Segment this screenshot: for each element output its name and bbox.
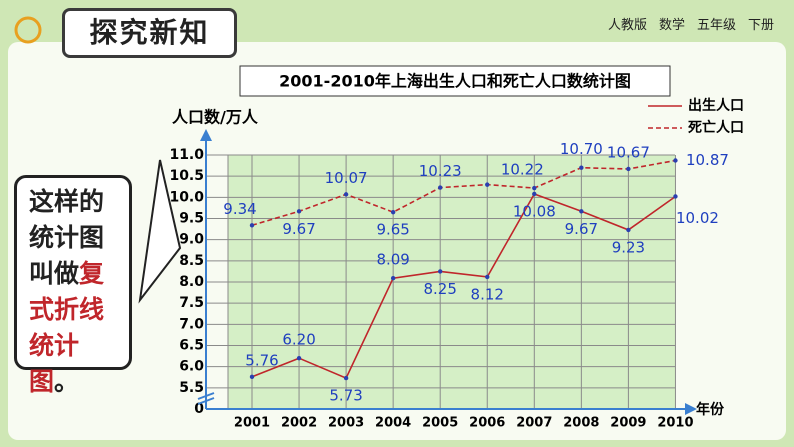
x-tick-label: 2009 (610, 416, 646, 431)
point (438, 185, 443, 190)
y-tick-label: 6.5 (179, 338, 204, 354)
callout-text: 。 (54, 367, 80, 396)
info: 人教版 (607, 18, 647, 33)
x-tick-label: 2002 (281, 416, 317, 431)
point (249, 223, 255, 228)
y-axis-arrow (200, 129, 212, 141)
y-tick-label: 10.5 (169, 168, 204, 184)
y-tick-label: 11.0 (169, 147, 204, 163)
value-label: 9.34 (223, 200, 256, 218)
axis-break (197, 392, 215, 405)
point (626, 166, 631, 172)
point (532, 191, 537, 197)
value-label: 9.65 (376, 221, 409, 239)
chart-title: 2001-2010年上海出生人口和死亡人口数统计图 (279, 72, 631, 91)
value-label: 5.73 (329, 387, 362, 405)
value-label: 10.07 (325, 169, 368, 187)
point (296, 356, 302, 361)
y-tick-label: 8.5 (179, 253, 204, 269)
value-label: 10.02 (676, 209, 719, 227)
value-label: 9.23 (612, 238, 645, 256)
y-tick-label: 6.0 (179, 359, 204, 375)
x-tick-label: 2005 (422, 416, 458, 431)
x-axis-label: 年份 (696, 401, 725, 418)
y-tick-label: 7.0 (179, 316, 204, 332)
y-tick-label: 7.5 (179, 295, 204, 311)
value-label: 5.76 (245, 351, 278, 369)
x-axis-arrow (685, 403, 697, 415)
textbook-info: 人教版 数学 五年级 下册 (608, 14, 774, 33)
icon (14, 16, 42, 44)
point (390, 209, 396, 215)
callout-emphasis: 复式折线统计图 (29, 259, 105, 396)
point (579, 209, 584, 214)
series-line (251, 159, 676, 227)
value-label: 8.12 (471, 285, 504, 303)
y-axis-label: 人口数/万人 (172, 108, 259, 127)
y-tick-label: 9.5 (179, 211, 204, 227)
info: 数学 (658, 18, 685, 33)
x-tick-label: 2003 (328, 416, 364, 431)
series-line (251, 192, 676, 380)
value-label: 8.25 (423, 280, 456, 298)
value-label: 10.23 (419, 162, 462, 180)
value-label: 10.22 (501, 161, 544, 179)
y-tick-label: 0 (194, 401, 204, 417)
y-tick-label: 5.5 (179, 380, 204, 396)
x-tick-label: 2006 (469, 416, 505, 431)
x-tick-label: 2008 (563, 416, 599, 431)
callout-text: 这样的统计图叫做 (29, 187, 105, 288)
callout: 这样的统计图叫做复式折线统计图。 (14, 175, 132, 396)
x-tick-label: 2007 (516, 416, 552, 431)
point (579, 165, 584, 170)
x-tick-label: 2004 (375, 416, 411, 431)
section-title: 探究新知 (62, 8, 237, 58)
legend-label: 死亡人口 (687, 119, 744, 136)
value-label: 10.70 (560, 140, 603, 158)
info: 五年级 (696, 18, 736, 33)
info: 下册 (747, 18, 774, 33)
title-box (239, 65, 671, 97)
point (532, 185, 537, 191)
value-label: 10.87 (686, 151, 729, 169)
value-label: 10.08 (513, 202, 556, 220)
point (249, 374, 255, 380)
x-tick-label: 2010 (657, 416, 693, 431)
value-label: 6.20 (282, 331, 315, 349)
point (626, 227, 631, 233)
callout-pointer (138, 159, 182, 304)
point (485, 182, 490, 187)
point (438, 269, 443, 274)
value-label: 9.67 (282, 220, 315, 238)
point (673, 158, 678, 163)
x-tick-label: 2001 (234, 416, 270, 431)
point (343, 192, 349, 197)
y-tick-label: 8.0 (179, 274, 204, 290)
value-label: 8.09 (376, 251, 409, 269)
value-label: 9.67 (565, 220, 598, 238)
point (485, 274, 490, 280)
value-label: 10.67 (607, 143, 650, 161)
y-tick-label: 10.0 (169, 189, 204, 205)
point (343, 375, 349, 381)
legend-label: 出生人口 (688, 97, 744, 114)
point (673, 194, 678, 199)
y-tick-label: 9.0 (179, 232, 204, 248)
point (390, 275, 396, 281)
point (296, 209, 302, 214)
